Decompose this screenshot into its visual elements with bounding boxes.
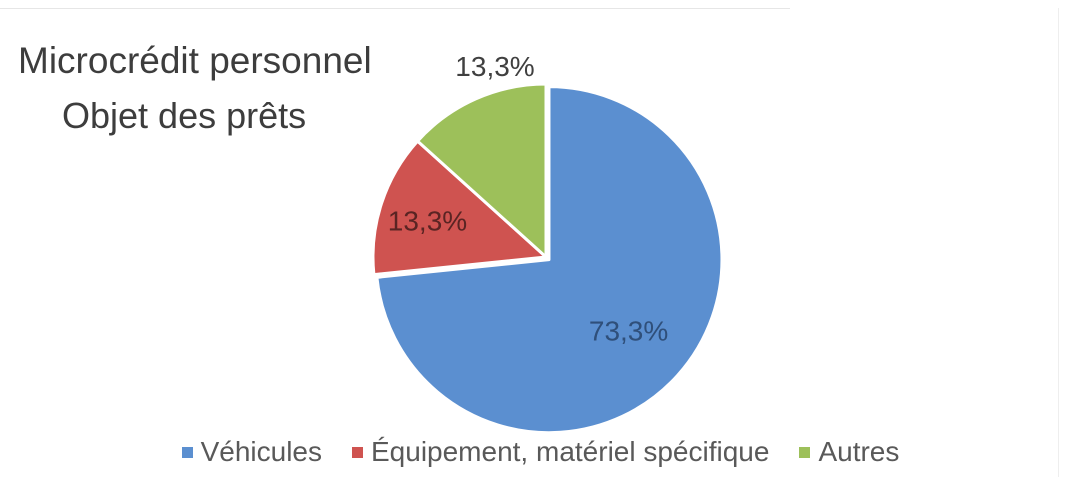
legend-item-vehicules: Véhicules [181,436,322,468]
pie-data-labels: 73,3% 13,3% 13,3% [388,51,669,347]
data-label-autres: 13,3% [455,51,534,82]
pie-slice-autres [416,82,548,259]
legend-swatch-equipement-materiel-specifique [352,446,363,458]
legend-swatch-autres [799,446,811,458]
chart-title: Microcrédit personnel [18,40,372,81]
right-divider [1058,8,1059,477]
legend-label-vehicules: Véhicules [200,436,322,467]
pie-slices [371,82,724,435]
chart-subtitle: Objet des prêts [62,95,307,136]
legend-label-autres: Autres [818,436,900,467]
legend: Véhicules Équipement, matériel spécifique… [0,436,1081,468]
pie-slice-equipement-materiel-specifique [371,139,548,277]
legend-label-equipement-materiel-specifique: Équipement, matériel spécifique [371,436,770,467]
legend-item-autres: Autres [799,436,899,468]
data-label-equipement-materiel-specifique: 13,3% [388,206,467,237]
data-label-vehicules: 73,3% [589,316,668,347]
legend-swatch-vehicules [181,446,193,458]
pie-slice-vehicules [375,85,724,435]
legend-item-equipement-materiel-specifique: Équipement, matériel spécifique [352,436,769,468]
top-divider [0,8,790,9]
